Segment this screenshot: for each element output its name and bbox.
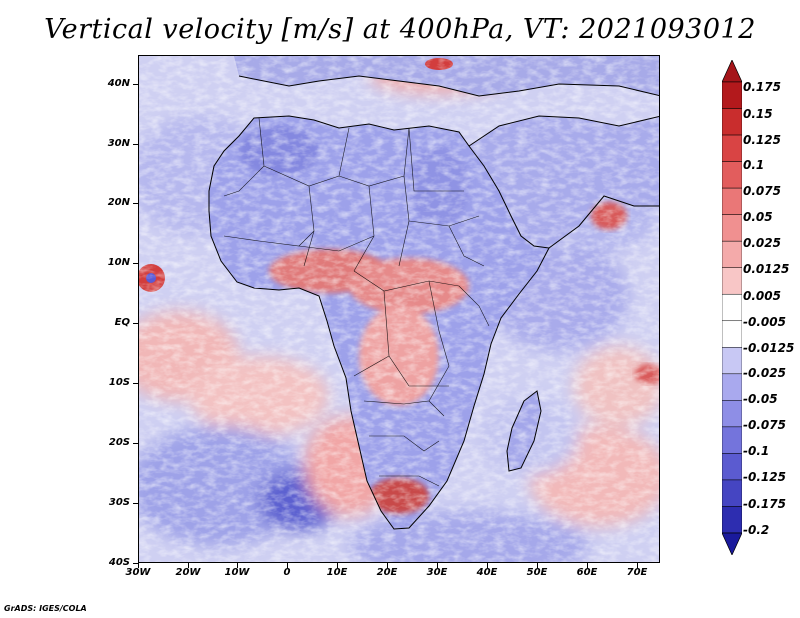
lon-tick — [637, 563, 638, 568]
colorbar-swatch — [722, 506, 742, 534]
colorbar-label: 0.025 — [743, 236, 781, 250]
colorbar-label: -0.175 — [743, 497, 786, 511]
colorbar-label: -0.075 — [743, 418, 786, 432]
lon-label: 40E — [476, 567, 498, 578]
chart-title: Vertical velocity [m/s] at 400hPa, VT: 2… — [44, 14, 756, 45]
colorbar-swatch — [722, 161, 742, 189]
lat-label: 10N — [107, 257, 130, 268]
lon-label: 50E — [526, 567, 548, 578]
colorbar-label: 0.075 — [743, 184, 781, 198]
lat-tick — [133, 84, 138, 85]
map-panel — [138, 55, 660, 563]
colorbar-swatch — [722, 453, 742, 481]
lon-label: 20W — [175, 567, 201, 578]
colorbar-label: -0.0125 — [743, 341, 795, 355]
lon-tick — [387, 563, 388, 568]
lat-label: 20N — [107, 197, 130, 208]
lon-label: 0 — [283, 567, 291, 578]
colorbar-label: 0.0125 — [743, 262, 790, 276]
colorbar-label: -0.2 — [743, 523, 770, 537]
lat-label: 30N — [107, 138, 130, 149]
colorbar-swatch — [722, 426, 742, 454]
colorbar-label: 0.15 — [743, 107, 773, 121]
lon-tick — [237, 563, 238, 568]
colorbar-swatch — [722, 267, 742, 295]
colorbar-label: 0.005 — [743, 289, 781, 303]
lat-label: 40S — [108, 557, 130, 568]
colorbar-swatch — [722, 293, 742, 322]
colorbar-swatch — [722, 134, 742, 162]
lat-tick — [133, 263, 138, 264]
colorbar-swatch — [722, 214, 742, 242]
colorbar-label: 0.125 — [743, 133, 781, 147]
lon-label: 30E — [426, 567, 448, 578]
lat-label: 10S — [108, 377, 130, 388]
lon-tick — [188, 563, 189, 568]
colorbar-label: 0.1 — [743, 158, 765, 172]
lon-tick — [287, 563, 288, 568]
colorbar-label: 0.175 — [743, 80, 781, 94]
colorbar-swatch — [722, 240, 742, 268]
colorbar-label: -0.05 — [743, 392, 778, 406]
lat-tick — [133, 503, 138, 504]
colorbar-min-arrow — [722, 532, 742, 555]
colorbar-swatch — [722, 187, 742, 215]
lat-tick — [133, 383, 138, 384]
colorbar-swatch — [722, 320, 742, 348]
lon-tick — [437, 563, 438, 568]
lon-label: 10W — [224, 567, 250, 578]
footer-credit: GrADS: IGES/COLA — [4, 604, 87, 613]
coastlines — [208, 75, 659, 530]
lat-tick — [133, 563, 138, 564]
colorbar-label: 0.05 — [743, 210, 773, 224]
lon-tick — [487, 563, 488, 568]
lon-tick — [537, 563, 538, 568]
colorbar-swatch — [722, 479, 742, 507]
lon-tick — [587, 563, 588, 568]
lon-label: 20E — [376, 567, 398, 578]
lon-label: 10E — [326, 567, 348, 578]
colorbar-label: -0.1 — [743, 444, 770, 458]
lat-tick — [133, 323, 138, 324]
lat-label: 30S — [108, 497, 130, 508]
lon-label: 60E — [576, 567, 598, 578]
map-canvas — [139, 56, 659, 562]
colorbar-label: -0.005 — [743, 315, 786, 329]
lat-label: 20S — [108, 437, 130, 448]
colorbar-swatch — [722, 373, 742, 401]
lon-tick — [138, 563, 139, 568]
lat-tick — [133, 144, 138, 145]
lon-label: 30W — [125, 567, 151, 578]
noise-texture — [139, 56, 659, 562]
lat-label: 40N — [107, 78, 130, 89]
colorbar — [722, 60, 742, 555]
lat-tick — [133, 203, 138, 204]
colorbar-max-arrow — [722, 60, 742, 83]
colorbar-label: -0.025 — [743, 366, 786, 380]
colorbar-swatch — [722, 81, 742, 109]
colorbar-swatch — [722, 108, 742, 136]
country-borders — [223, 117, 490, 487]
colorbar-swatch — [722, 400, 742, 428]
colorbar-swatch — [722, 347, 742, 375]
lat-label: EQ — [114, 317, 130, 328]
lon-label: 70E — [626, 567, 648, 578]
lat-tick — [133, 443, 138, 444]
lon-tick — [337, 563, 338, 568]
colorbar-label: -0.125 — [743, 470, 786, 484]
